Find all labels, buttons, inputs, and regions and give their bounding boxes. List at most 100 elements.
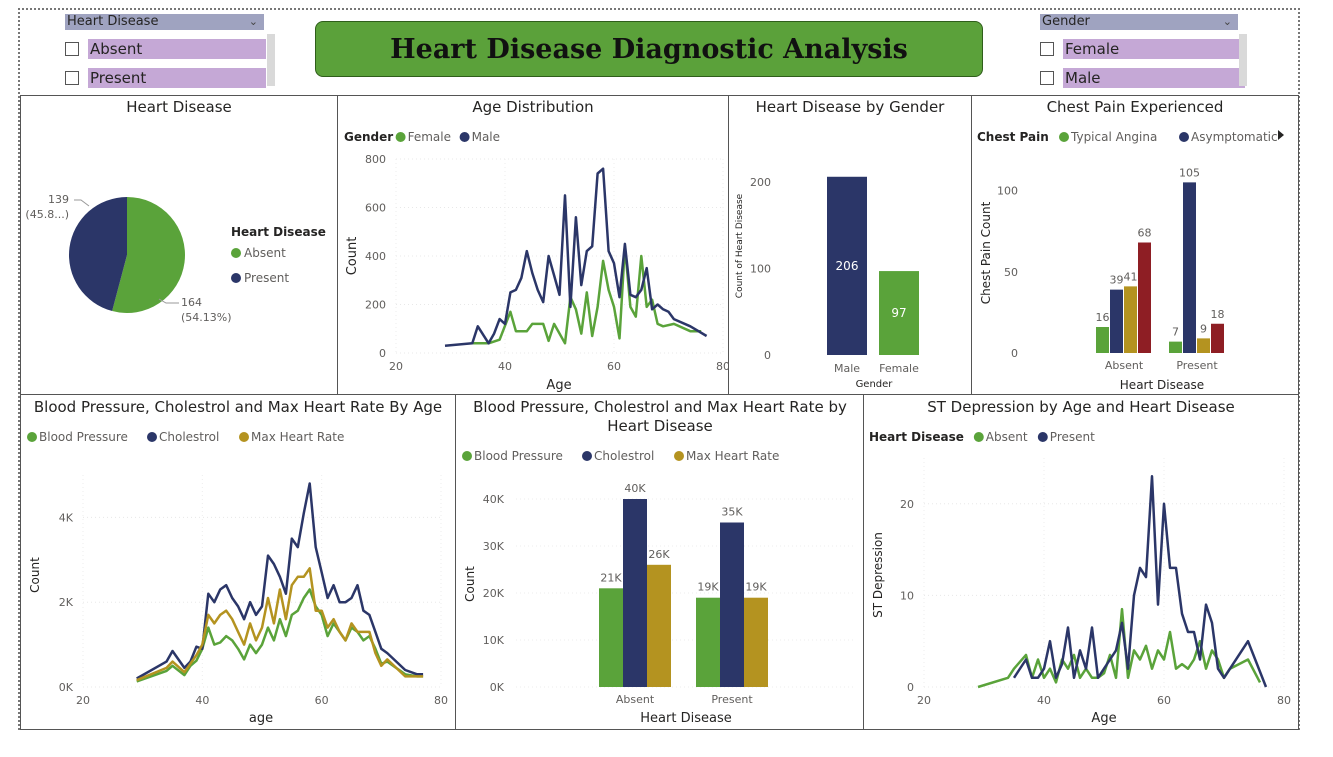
heart-disease-by-gender-chart[interactable]: Heart Disease by Gender 0 100 200 206 Male 97 F… <box>729 96 971 394</box>
data-label: 164 <box>181 296 202 309</box>
legend-item: Present <box>1050 430 1095 444</box>
legend-marker <box>1037 432 1048 442</box>
bar-value-label: 41 <box>1124 270 1138 283</box>
checkbox-female[interactable] <box>1040 42 1054 56</box>
legend-marker <box>395 132 406 142</box>
heart-disease-slicer[interactable]: Heart Disease ⌄ Absent Present <box>65 14 275 88</box>
x-tick-label: 80 <box>434 694 448 707</box>
bar-present <box>720 522 744 687</box>
slicer-option-label[interactable]: Absent <box>88 39 266 59</box>
y-axis-title: Count <box>28 557 42 593</box>
dashboard-title: Heart Disease Diagnostic Analysis <box>315 21 983 77</box>
data-label: (54.13%) <box>181 311 232 324</box>
age-distribution-chart[interactable]: Age Distribution Gender Female Male 0 200 400 6… <box>338 96 730 394</box>
x-axis-title: Age <box>546 378 571 393</box>
st-depression-panel[interactable]: ST Depression by Age and Heart Disease He… <box>863 394 1299 730</box>
legend-next-arrow-icon[interactable] <box>1278 130 1284 140</box>
heart-disease-slicer-header[interactable]: Heart Disease ⌄ <box>65 14 264 30</box>
y-tick-label: 10K <box>483 634 505 647</box>
chart-title: Chest Pain Experienced <box>1047 98 1224 116</box>
legend-title: Chest Pain <box>977 130 1049 144</box>
pie-slice-present <box>68 197 127 312</box>
slicer-option-label[interactable]: Female <box>1063 39 1245 59</box>
y-axis-title: Count <box>463 566 477 602</box>
chevron-down-icon[interactable]: ⌄ <box>248 15 258 28</box>
legend-marker <box>1059 132 1069 142</box>
x-tick-label: Male <box>834 362 860 375</box>
slicer-option-label[interactable]: Present <box>88 68 266 88</box>
bar-absent <box>1138 242 1151 353</box>
bar-present <box>696 597 720 687</box>
checkbox-absent[interactable] <box>65 42 79 56</box>
age-distribution-panel[interactable]: Age Distribution Gender Female Male 0 200 400 6… <box>337 95 730 395</box>
y-axis-title: Count <box>345 237 360 276</box>
heart-disease-slicer-title: Heart Disease <box>67 14 159 29</box>
slicer-scrollbar[interactable] <box>1239 34 1247 86</box>
series-line-absent <box>977 607 1262 689</box>
bar-absent <box>1110 289 1123 353</box>
bar-value-label: 18 <box>1211 308 1225 321</box>
heart-disease-by-gender-panel[interactable]: Heart Disease by Gender 0 100 200 206 Male 97 F… <box>728 95 972 395</box>
x-tick-label: 20 <box>389 360 403 373</box>
legend-item: Present <box>244 271 289 285</box>
x-axis-title: age <box>249 711 273 726</box>
gender-slicer-header[interactable]: Gender ⌄ <box>1040 14 1238 30</box>
bp-by-heart-disease-panel[interactable]: Blood Pressure, Cholestrol and Max Heart… <box>455 394 864 730</box>
slicer-scrollbar[interactable] <box>267 34 275 86</box>
bar-present <box>1183 182 1196 353</box>
slicer-option-label[interactable]: Male <box>1063 68 1245 88</box>
legend-marker <box>1179 132 1189 142</box>
chart-title: Blood Pressure, Cholestrol and Max Heart… <box>34 398 442 416</box>
series-line-present <box>1012 475 1268 688</box>
legend-item: Male <box>472 130 500 144</box>
x-tick-label: Present <box>711 693 753 706</box>
legend-title: Heart Disease <box>231 225 326 239</box>
chest-pain-panel[interactable]: Chest Pain Experienced Chest Pain Typical … <box>971 95 1299 395</box>
chart-title: Blood Pressure, Cholestrol and Max Heart… <box>473 398 847 416</box>
bar-male <box>827 176 867 355</box>
series-line-male <box>444 167 708 347</box>
checkbox-male[interactable] <box>1040 71 1054 85</box>
y-tick-label: 200 <box>365 299 386 312</box>
heart-disease-pie-panel[interactable]: Heart Disease 164 (54.13%) 139 (45.8...) Hear… <box>20 95 338 395</box>
x-tick-label: Female <box>879 362 919 375</box>
legend-item: Absent <box>244 246 286 260</box>
y-tick-label: 4K <box>59 511 74 524</box>
bp-by-heart-disease-chart[interactable]: Blood Pressure, Cholestrol and Max Heart… <box>456 395 863 729</box>
legend-marker <box>239 432 249 442</box>
y-tick-label: 20K <box>483 587 505 600</box>
legend-item: Blood Pressure <box>39 430 128 444</box>
gender-slicer[interactable]: Gender ⌄ Female Male <box>1040 14 1250 88</box>
y-tick-label: 0 <box>764 349 771 362</box>
chest-pain-chart[interactable]: Chest Pain Experienced Chest Pain Typical … <box>972 96 1298 394</box>
bar-absent <box>647 564 671 687</box>
bar-value-label: 40K <box>624 482 646 495</box>
gender-slicer-title: Gender <box>1042 14 1090 29</box>
x-tick-label: 40 <box>195 694 209 707</box>
legend-marker <box>674 451 684 461</box>
x-tick-label: 40 <box>1037 694 1051 707</box>
bar-value-label: 97 <box>891 306 906 320</box>
legend-item: Absent <box>986 430 1028 444</box>
x-axis-title: Age <box>1091 711 1116 726</box>
y-axis-title: Chest Pain Count <box>979 201 993 304</box>
y-tick-label: 30K <box>483 540 505 553</box>
bp-by-age-panel[interactable]: Blood Pressure, Cholestrol and Max Heart… <box>20 394 456 730</box>
chevron-down-icon[interactable]: ⌄ <box>1222 15 1232 28</box>
bar-present <box>744 597 768 687</box>
legend-marker <box>231 248 241 258</box>
y-tick-label: 10 <box>900 589 914 602</box>
checkbox-present[interactable] <box>65 71 79 85</box>
legend-item: Female <box>408 130 451 144</box>
legend-title: Gender <box>344 130 393 144</box>
bar-value-label: 35K <box>721 506 743 519</box>
bar-present <box>1169 341 1182 353</box>
heart-disease-pie-chart[interactable]: Heart Disease 164 (54.13%) 139 (45.8...) Hear… <box>21 96 337 394</box>
chart-title: ST Depression by Age and Heart Disease <box>927 398 1235 416</box>
st-depression-chart[interactable]: ST Depression by Age and Heart Disease He… <box>864 395 1298 729</box>
legend-marker <box>459 132 470 142</box>
x-tick-label: 20 <box>917 694 931 707</box>
bp-by-age-chart[interactable]: Blood Pressure, Cholestrol and Max Heart… <box>21 395 455 729</box>
legend-item: Asymptomatic <box>1191 130 1278 144</box>
y-tick-label: 200 <box>750 176 771 189</box>
